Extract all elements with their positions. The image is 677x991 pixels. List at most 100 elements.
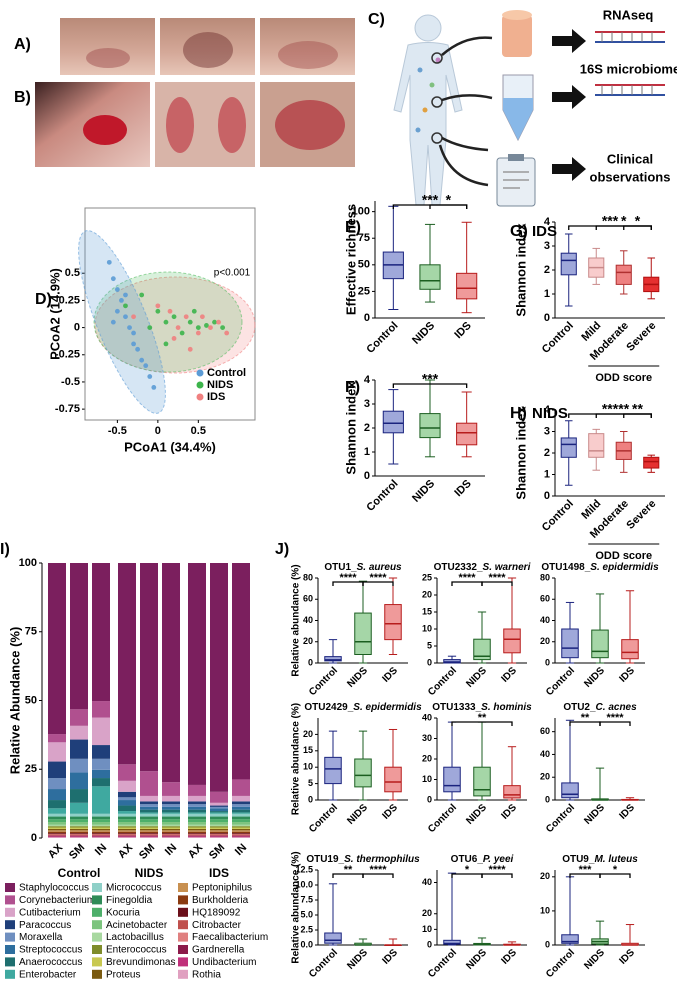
y-tick-label: 80: [540, 572, 550, 582]
bar-segment: [188, 834, 206, 836]
y-tick-label: 4: [364, 374, 371, 386]
point: [155, 303, 161, 309]
x-tick-label: IDS: [452, 320, 473, 341]
significance-label: ***: [602, 401, 619, 417]
point: [123, 303, 128, 309]
bar-segment: [232, 837, 250, 838]
chart-title: OTU6_P. yeei: [451, 854, 514, 865]
box: [560, 437, 577, 458]
significance-bracket: [623, 413, 652, 418]
bar-segment: [70, 802, 88, 814]
bar-segment: [162, 822, 180, 825]
bar-segment: [210, 811, 228, 813]
bar-segment: [70, 824, 88, 827]
x-tick-label: Control: [544, 802, 577, 835]
bar-segment: [162, 819, 180, 823]
bar-segment: [48, 835, 66, 837]
legend-marker: [196, 393, 204, 401]
bar-segment: [140, 816, 158, 820]
title-otu: OTU2429_: [304, 702, 353, 713]
x-tick-label: Severe: [624, 320, 658, 354]
x-tick-label: IDS: [499, 665, 519, 685]
legend-label: Enterobacter: [19, 969, 77, 980]
y-tick-label: 40: [422, 877, 432, 887]
annotation: p<0.001: [214, 268, 251, 279]
bar-segment: [118, 833, 136, 835]
y-tick-label: 4: [544, 216, 551, 228]
chart-title: OTU2429_S. epidermidis: [304, 702, 422, 713]
chart-title: OTU1_S. aureus: [324, 562, 402, 573]
bar-segment: [162, 813, 180, 817]
bar-segment: [210, 812, 228, 814]
bar-segment: [70, 827, 88, 829]
point: [175, 325, 181, 330]
plot-frame: [84, 207, 256, 421]
x-tick-label: IDS: [452, 478, 473, 499]
bar-segment: [48, 789, 66, 801]
title-species: S. epidermidis: [590, 562, 659, 573]
significance-bracket: [599, 721, 631, 726]
box: [643, 456, 660, 469]
bar-segment: [70, 833, 88, 835]
significance-bracket: [451, 721, 513, 726]
box: [473, 766, 491, 797]
bar-segment: [188, 822, 206, 825]
y-tick-label: 2: [364, 422, 370, 434]
bar-segment: [92, 769, 110, 779]
point: [224, 330, 230, 336]
y-tick-label: 0.5: [65, 267, 80, 279]
y-tick-label: 12.5: [295, 864, 313, 874]
point: [187, 346, 193, 352]
legend-label: Moraxella: [19, 932, 63, 943]
y-tick-label: 10: [422, 623, 432, 633]
bar-segment: [162, 826, 180, 828]
bar-segment: [232, 833, 250, 835]
bar-segment: [140, 806, 158, 810]
significance-label: *: [621, 213, 627, 229]
bar-segment: [140, 819, 158, 823]
significance-bracket: [623, 225, 652, 230]
point: [163, 319, 169, 325]
bar-segment: [48, 822, 66, 825]
bar-segment: [232, 830, 250, 832]
point: [131, 330, 136, 336]
y-tick-label: 60: [540, 726, 550, 736]
y-tick-label: 0: [31, 832, 37, 844]
y-tick-label: 10.0: [295, 879, 313, 889]
legend-swatch: [178, 957, 188, 967]
group-label: NIDS: [135, 866, 164, 880]
bar-segment: [48, 831, 66, 834]
panel-label: E): [345, 219, 361, 236]
bar-segment: [118, 837, 136, 838]
bar-segment: [162, 830, 180, 832]
bar-segment: [118, 835, 136, 837]
output-label: 16S microbiome: [580, 61, 677, 76]
point: [110, 319, 116, 325]
legend-label: Streptococcus: [19, 945, 82, 956]
bar-segment: [92, 830, 110, 832]
bar-segment: [210, 835, 228, 837]
x-tick-label: NIDS: [345, 665, 370, 690]
x-tick-label: IDS: [617, 947, 637, 967]
chart-title: OTU2_C. acnes: [563, 702, 637, 713]
bar-segment: [140, 831, 158, 834]
bar-segment: [140, 830, 158, 832]
bar-segment: [92, 836, 110, 838]
x-tick-label: Control: [307, 947, 340, 980]
bar-segment: [48, 800, 66, 809]
y-tick-label: 0: [427, 794, 432, 804]
bar-segment: [118, 827, 136, 829]
bar-segment: [140, 833, 158, 834]
bar-segment: [92, 745, 110, 759]
point: [147, 325, 153, 330]
bar-segment: [232, 824, 250, 827]
bar-segment: [210, 819, 228, 823]
bar-segment: [188, 830, 206, 832]
photos-a: [60, 18, 355, 75]
bar-segment: [118, 831, 136, 834]
bar-segment: [162, 834, 180, 836]
bar-segment: [92, 816, 110, 820]
bar-segment: [140, 827, 158, 829]
bar-segment: [70, 813, 88, 817]
legend-swatch: [178, 907, 188, 917]
